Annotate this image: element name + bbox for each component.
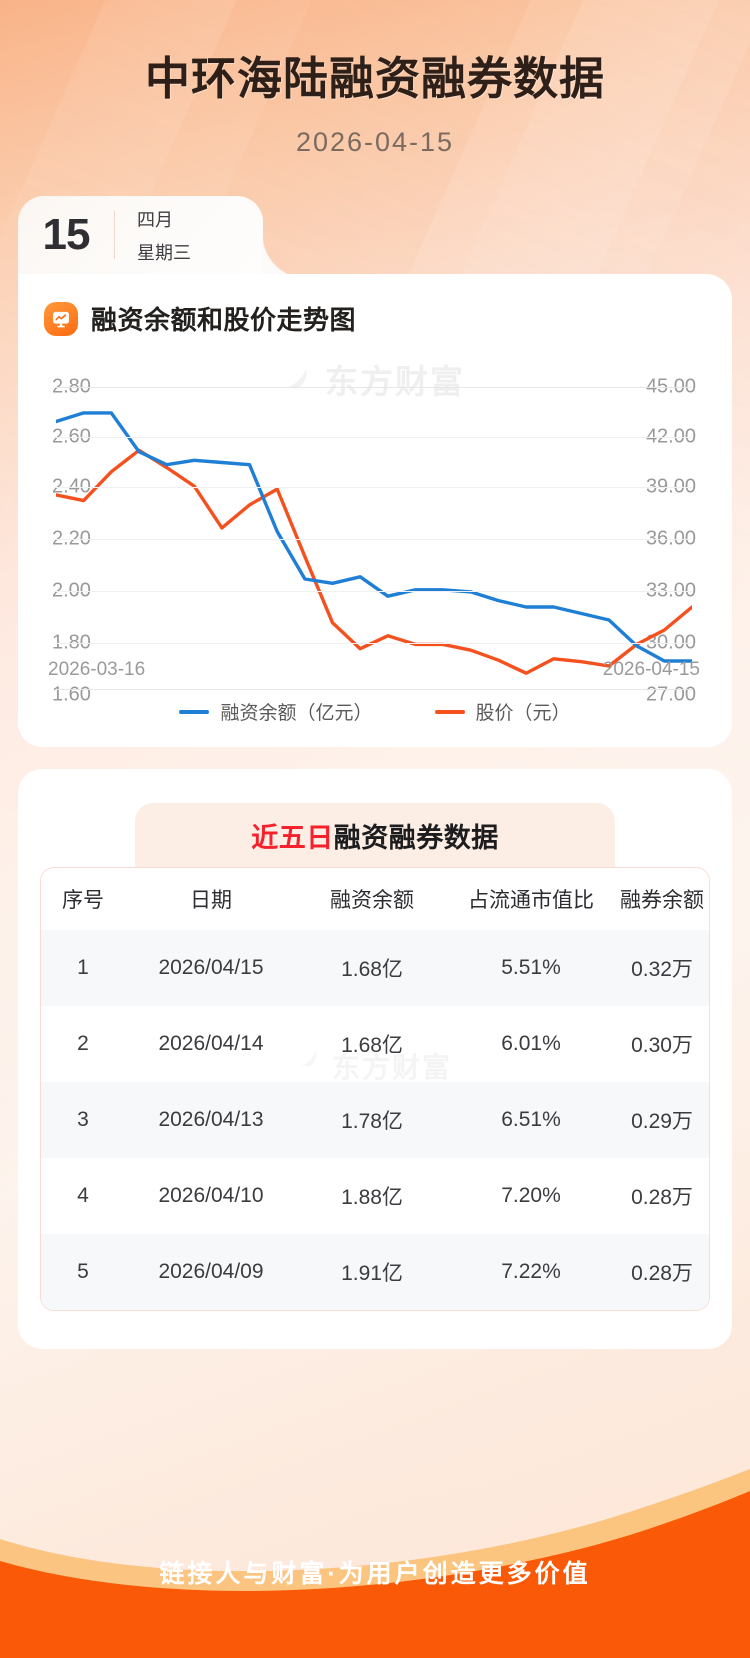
chart-legend: 融资余额（亿元） 股价（元） <box>18 698 732 725</box>
y-left-tick: 1.80 <box>52 631 91 654</box>
cell-margin: 1.68亿 <box>341 1034 403 1057</box>
y-right-tick: 45.00 <box>645 375 696 398</box>
cell-no: 3 <box>77 1108 89 1131</box>
cell-margin: 1.68亿 <box>341 958 403 981</box>
legend-label: 股价（元） <box>475 703 571 724</box>
table-row[interactable]: 3 2026/04/13 1.78亿 6.51% 0.29万 <box>41 1082 709 1158</box>
x-axis-start-label: 2026-03-16 <box>48 659 146 680</box>
y-right-tick: 42.00 <box>645 425 696 448</box>
gridline <box>56 591 692 592</box>
page-subtitle-date: 2026-04-15 <box>295 127 455 157</box>
calendar-day: 15 <box>42 210 91 259</box>
cell-short: 0.28万 <box>631 1186 693 1209</box>
y-right-tick: 33.00 <box>645 579 696 602</box>
calendar-card-wrap: 15 四月 星期三 <box>0 196 750 274</box>
y-left-tick: 2.60 <box>52 425 91 448</box>
chart-header: 融资余额和股价走势图 <box>18 300 732 337</box>
column-header-ratio: 占流通市值比 <box>468 889 594 912</box>
gridline <box>56 437 692 438</box>
gridline <box>56 539 692 540</box>
y-right-tick: 39.00 <box>645 475 696 498</box>
table-row[interactable]: 2 2026/04/14 1.68亿 6.01% 0.30万 <box>41 1006 709 1082</box>
cell-ratio: 6.01% <box>501 1032 561 1055</box>
page-footer: 链接人与财富·为用户创造更多价值 <box>0 1443 750 1658</box>
legend-item-stock-price[interactable]: 股价（元） <box>434 698 571 725</box>
legend-swatch <box>434 709 465 714</box>
cell-short: 0.28万 <box>631 1262 693 1285</box>
legend-label: 融资余额（亿元） <box>220 703 373 724</box>
cell-no: 2 <box>77 1032 89 1055</box>
chart-title: 融资余额和股价走势图 <box>91 305 357 335</box>
calendar-divider <box>114 211 115 259</box>
cell-margin: 1.88亿 <box>341 1186 403 1209</box>
column-header-margin: 融资余额 <box>330 889 414 912</box>
page-title: 中环海陆融资融券数据 <box>144 53 605 104</box>
table-row[interactable]: 5 2026/04/09 1.91亿 7.22% 0.28万 <box>41 1234 709 1310</box>
table-banner-rest: 融资融券数据 <box>333 822 499 853</box>
chart-plot-area: 东方财富 2.80 2.60 2.40 2.20 2.00 1.80 1.60 … <box>18 363 732 725</box>
y-left-tick: 2.80 <box>52 375 91 398</box>
cell-margin: 1.91亿 <box>341 1262 403 1285</box>
gridline <box>56 643 692 644</box>
x-axis-end-label: 2026-04-15 <box>602 659 700 680</box>
column-header-no: 序号 <box>62 889 104 912</box>
page-header: 中环海陆融资融券数据 2026-04-15 <box>0 0 750 158</box>
table-banner: 近五日融资融券数据 <box>135 803 615 867</box>
chart-grid-and-lines <box>56 387 692 690</box>
column-header-short: 融券余额 <box>620 889 704 912</box>
gridline <box>56 689 692 690</box>
cell-date: 2026/04/14 <box>158 1032 264 1055</box>
calendar-card: 15 四月 星期三 <box>18 196 307 274</box>
chart-monitor-icon <box>44 301 78 336</box>
cell-short: 0.29万 <box>631 1110 693 1133</box>
cell-ratio: 5.51% <box>501 956 561 979</box>
cell-date: 2026/04/09 <box>158 1260 264 1283</box>
cell-date: 2026/04/13 <box>158 1108 264 1131</box>
y-left-tick: 2.00 <box>52 579 91 602</box>
table-banner-title: 近五日融资融券数据 <box>251 816 499 855</box>
footer-slogan: 链接人与财富·为用户创造更多价值 <box>159 1560 591 1588</box>
chart-series-svg <box>56 387 692 689</box>
y-left-tick: 2.40 <box>52 475 91 498</box>
gridline <box>56 487 692 488</box>
column-header-date: 日期 <box>190 889 232 912</box>
gridline <box>56 387 692 388</box>
table-card: 近五日融资融券数据 东方财富 序号 日期 融资余额 占流通市值比 融券余额 1 … <box>18 769 732 1349</box>
table-row[interactable]: 1 2026/04/15 1.68亿 5.51% 0.32万 <box>41 930 709 1006</box>
cell-ratio: 7.22% <box>501 1260 561 1283</box>
cell-no: 4 <box>77 1184 89 1207</box>
legend-item-margin-balance[interactable]: 融资余额（亿元） <box>179 698 373 725</box>
cell-no: 1 <box>77 956 89 979</box>
table-row[interactable]: 4 2026/04/10 1.88亿 7.20% 0.28万 <box>41 1158 709 1234</box>
calendar-month: 四月 <box>137 209 173 230</box>
cell-short: 0.30万 <box>631 1034 693 1057</box>
cell-ratio: 7.20% <box>501 1184 561 1207</box>
table-header-row: 序号 日期 融资余额 占流通市值比 融券余额 <box>41 868 709 930</box>
cell-ratio: 6.51% <box>501 1108 561 1131</box>
cell-margin: 1.78亿 <box>341 1110 403 1133</box>
y-right-tick: 36.00 <box>645 527 696 550</box>
data-table: 东方财富 序号 日期 融资余额 占流通市值比 融券余额 1 2026/04/15… <box>40 867 710 1311</box>
legend-swatch <box>179 709 210 714</box>
chart-card: 融资余额和股价走势图 东方财富 2.80 2.60 2.40 2.20 2.00… <box>18 274 732 747</box>
cell-date: 2026/04/15 <box>158 956 264 979</box>
y-right-tick: 30.00 <box>645 631 696 654</box>
table-banner-highlight: 近五日 <box>251 822 334 853</box>
cell-short: 0.32万 <box>631 958 693 981</box>
footer-wave <box>0 1469 750 1658</box>
calendar-weekday: 星期三 <box>137 242 191 263</box>
calendar-month-weekday: 四月 星期三 <box>115 206 191 265</box>
y-left-tick: 2.20 <box>52 527 91 550</box>
cell-no: 5 <box>77 1260 89 1283</box>
cell-date: 2026/04/10 <box>158 1184 264 1207</box>
